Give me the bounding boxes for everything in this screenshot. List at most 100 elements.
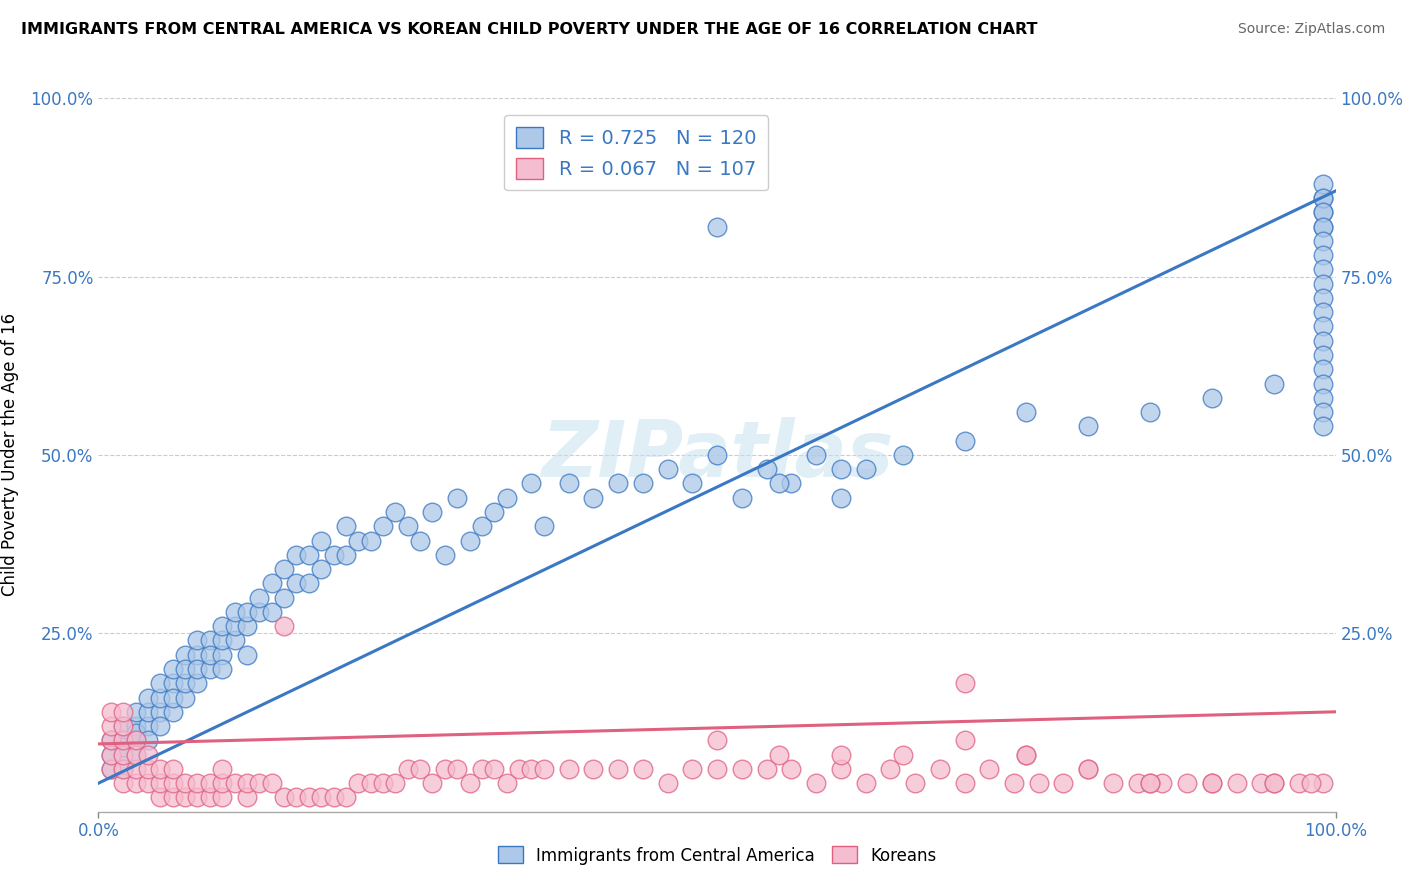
Point [384, 505, 406, 519]
Point [211, 633, 233, 648]
Point [298, 576, 321, 591]
Point [433, 762, 456, 776]
Point [100, 733, 122, 747]
Point [780, 762, 803, 776]
Point [657, 462, 679, 476]
Point [149, 690, 172, 705]
Point [112, 762, 135, 776]
Point [322, 790, 344, 805]
Point [149, 676, 172, 690]
Point [1312, 262, 1334, 277]
Point [186, 633, 208, 648]
Point [347, 776, 370, 790]
Point [1312, 319, 1334, 334]
Point [112, 762, 135, 776]
Point [1312, 334, 1334, 348]
Point [446, 762, 468, 776]
Point [706, 762, 728, 776]
Point [1312, 219, 1334, 234]
Point [112, 733, 135, 747]
Point [335, 548, 357, 562]
Point [100, 747, 122, 762]
Point [162, 662, 184, 676]
Point [755, 762, 778, 776]
Point [1263, 776, 1285, 790]
Point [285, 790, 308, 805]
Point [198, 662, 221, 676]
Point [422, 505, 444, 519]
Y-axis label: Child Poverty Under the Age of 16: Child Poverty Under the Age of 16 [1, 313, 20, 597]
Point [162, 705, 184, 719]
Point [224, 605, 246, 619]
Point [1312, 776, 1334, 790]
Point [371, 776, 394, 790]
Point [260, 776, 283, 790]
Point [371, 519, 394, 533]
Point [1028, 776, 1050, 790]
Point [1139, 405, 1161, 419]
Point [891, 448, 914, 462]
Point [149, 705, 172, 719]
Point [124, 747, 146, 762]
Point [162, 676, 184, 690]
Point [224, 633, 246, 648]
Point [768, 476, 790, 491]
Point [149, 776, 172, 790]
Point [124, 726, 146, 740]
Point [1015, 747, 1038, 762]
Point [360, 533, 382, 548]
Point [309, 533, 332, 548]
Point [198, 633, 221, 648]
Point [904, 776, 927, 790]
Point [855, 462, 877, 476]
Point [1312, 191, 1334, 205]
Point [484, 505, 506, 519]
Point [953, 733, 976, 747]
Point [830, 747, 852, 762]
Point [1312, 305, 1334, 319]
Point [236, 790, 259, 805]
Point [1312, 234, 1334, 248]
Point [1312, 248, 1334, 262]
Point [1002, 776, 1025, 790]
Point [1175, 776, 1198, 790]
Point [1015, 747, 1038, 762]
Point [360, 776, 382, 790]
Point [928, 762, 950, 776]
Point [112, 740, 135, 755]
Point [1077, 419, 1099, 434]
Point [879, 762, 901, 776]
Point [1263, 776, 1285, 790]
Point [198, 790, 221, 805]
Point [100, 747, 122, 762]
Point [495, 776, 517, 790]
Point [396, 762, 419, 776]
Point [174, 662, 197, 676]
Point [458, 776, 481, 790]
Point [495, 491, 517, 505]
Point [112, 747, 135, 762]
Point [533, 519, 555, 533]
Point [186, 648, 208, 662]
Point [247, 591, 270, 605]
Point [657, 776, 679, 790]
Point [309, 790, 332, 805]
Point [953, 434, 976, 448]
Point [1102, 776, 1125, 790]
Point [1263, 376, 1285, 391]
Point [1015, 405, 1038, 419]
Point [211, 619, 233, 633]
Point [285, 548, 308, 562]
Point [247, 605, 270, 619]
Point [112, 747, 135, 762]
Point [1312, 205, 1334, 219]
Point [285, 576, 308, 591]
Point [124, 733, 146, 747]
Text: IMMIGRANTS FROM CENTRAL AMERICA VS KOREAN CHILD POVERTY UNDER THE AGE OF 16 CORR: IMMIGRANTS FROM CENTRAL AMERICA VS KOREA… [21, 22, 1038, 37]
Point [124, 762, 146, 776]
Point [804, 776, 827, 790]
Point [607, 476, 630, 491]
Point [347, 533, 370, 548]
Point [236, 648, 259, 662]
Point [211, 662, 233, 676]
